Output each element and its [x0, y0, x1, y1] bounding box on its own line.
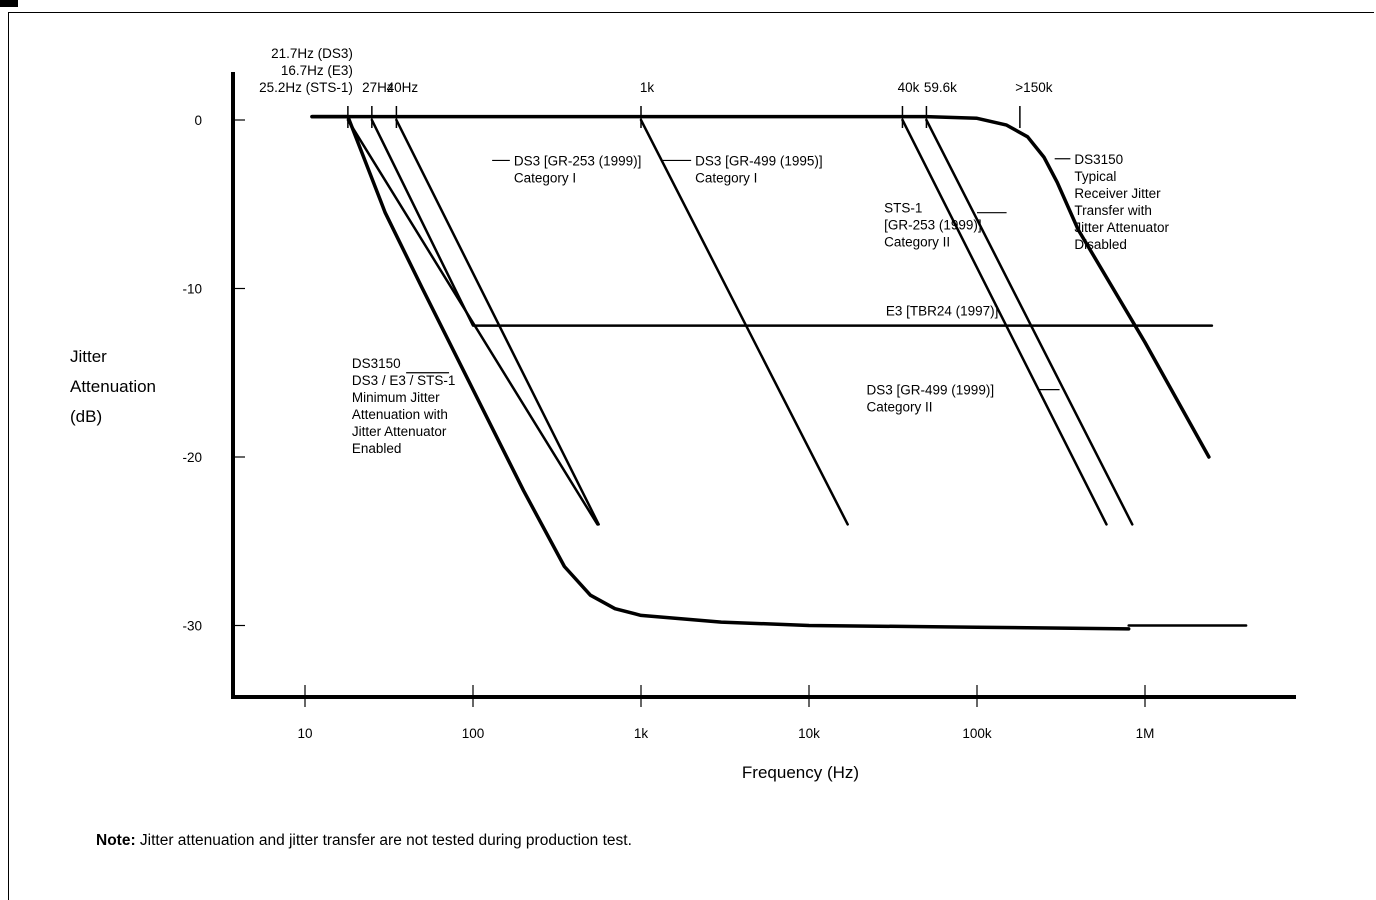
- y-axis-title: Jitter Attenuation (dB): [70, 347, 156, 426]
- annotation-text: Attenuation with: [352, 407, 448, 422]
- annotation-text: DS3 [GR-253 (1999)]: [514, 153, 642, 168]
- x-tick-label: 10k: [798, 726, 820, 741]
- annotation-text: Enabled: [352, 441, 402, 456]
- corner-frequency-label: >150k: [1015, 80, 1052, 95]
- annotation-text: E3 [TBR24 (1997)]: [886, 303, 999, 318]
- x-tick-label: 100: [462, 726, 485, 741]
- annotation-text: Typical: [1074, 169, 1116, 184]
- corner-frequency-label: 40Hz: [387, 80, 419, 95]
- note: Note: Jitter attenuation and jitter tran…: [96, 832, 632, 850]
- annotation-text: Category II: [884, 235, 950, 250]
- x-tick-label: 10: [297, 726, 312, 741]
- note-label: Note:: [96, 832, 136, 849]
- annotation-text: Receiver Jitter: [1074, 186, 1161, 201]
- annotation-text: [GR-253 (1999)]: [884, 218, 982, 233]
- series-line-0: [310, 114, 1131, 631]
- series-line-2: [370, 118, 1214, 327]
- annotation-text: STS-1: [884, 201, 922, 216]
- annotation-text: Category I: [695, 170, 757, 185]
- annotation-text: Transfer with: [1074, 203, 1152, 218]
- annotation-text: Jitter Attenuator: [1074, 220, 1169, 235]
- series-line-3: [395, 118, 600, 526]
- note-text: Jitter attenuation and jitter transfer a…: [135, 832, 632, 849]
- chart-labels: 21.7Hz (DS3) 16.7Hz (E3) 25.2Hz (STS-1) 27H…: [259, 46, 1169, 456]
- x-tick-label: 1k: [634, 726, 649, 741]
- series-line-7: [310, 114, 1211, 459]
- series-line-4: [639, 118, 849, 526]
- corner-frequency-label: 59.6k: [924, 80, 957, 95]
- annotation-text: DS3 / E3 / STS-1: [352, 373, 456, 388]
- y-tick-label: -30: [182, 619, 202, 634]
- annotation-text: Minimum Jitter: [352, 390, 440, 405]
- annotation-text: Disabled: [1074, 237, 1127, 252]
- annotation-text: Jitter Attenuator: [352, 424, 447, 439]
- annotation-text: DS3150: [1074, 152, 1123, 167]
- corner-frequency-label: 40k: [898, 80, 920, 95]
- x-tick-label: 100k: [962, 726, 992, 741]
- x-axis-title: Frequency (Hz): [742, 763, 859, 782]
- corner-frequency-label: 21.7Hz (DS3): [271, 46, 353, 61]
- annotation-text: Category II: [867, 400, 933, 415]
- chart-axes: 0 -10 -20 -30 10 100 1k 10k 100k 1M Frequency (Hz)…: [70, 72, 1296, 782]
- chart-series: [310, 114, 1248, 631]
- y-tick-label: -10: [182, 282, 202, 297]
- corner-frequency-label: 25.2Hz (STS-1): [259, 80, 353, 95]
- y-axis-title-line: Attenuation: [70, 377, 156, 396]
- annotation-text: Category I: [514, 170, 576, 185]
- corner-frequency-label: 1k: [640, 80, 655, 95]
- figure-corner-mark: [0, 0, 18, 7]
- series-line-6: [925, 118, 1134, 526]
- y-axis-title-line: (dB): [70, 407, 102, 426]
- annotation-text: DS3 [GR-499 (1999)]: [867, 383, 995, 398]
- figure-frame: [8, 12, 1374, 900]
- series-line-5: [901, 118, 1108, 526]
- annotation-text: DS3 [GR-499 (1995)]: [695, 153, 823, 168]
- y-tick-label: 0: [194, 113, 202, 128]
- corner-frequency-label: 27Hz: [362, 80, 394, 95]
- x-tick-label: 1M: [1136, 726, 1155, 741]
- y-tick-label: -20: [182, 450, 202, 465]
- y-axis-title-line: Jitter: [70, 347, 107, 366]
- corner-frequency-label: 16.7Hz (E3): [281, 63, 353, 78]
- annotation-text: DS3150: [352, 356, 401, 371]
